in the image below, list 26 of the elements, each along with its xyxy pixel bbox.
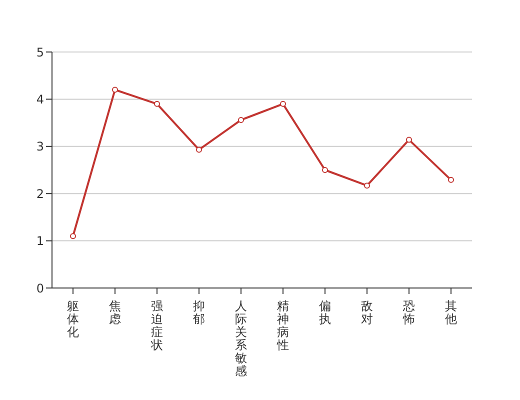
x-tick-label: 偏执	[319, 299, 331, 326]
x-tick-label: 强迫症状	[150, 299, 163, 352]
x-tick-label: 其他	[445, 299, 457, 326]
y-tick-label: 4	[36, 92, 44, 106]
point	[154, 100, 160, 107]
y-tick-label: 2	[36, 186, 44, 201]
x-tick-label: 敌对	[361, 299, 373, 326]
y-tick-label: 5	[36, 45, 44, 60]
point	[238, 116, 244, 123]
point	[70, 233, 76, 240]
x-tick-label: 焦虑	[109, 299, 121, 326]
x-tick-label: 精神病性	[276, 299, 289, 352]
point	[322, 167, 328, 173]
point	[112, 86, 118, 93]
x-tick-label: 躯体化	[67, 299, 79, 339]
point	[448, 176, 454, 183]
point	[280, 100, 286, 107]
x-tick-label: 人际关系敏感	[235, 299, 247, 378]
y-tick-label: 0	[36, 281, 44, 296]
point	[406, 136, 412, 143]
y-tick-label: 1	[36, 234, 44, 248]
x-tick-label: 恐怖	[402, 299, 415, 326]
point	[196, 146, 202, 153]
point	[364, 182, 370, 189]
y-tick-label: 3	[36, 140, 44, 154]
x-tick-label: 抑郁	[193, 299, 205, 326]
